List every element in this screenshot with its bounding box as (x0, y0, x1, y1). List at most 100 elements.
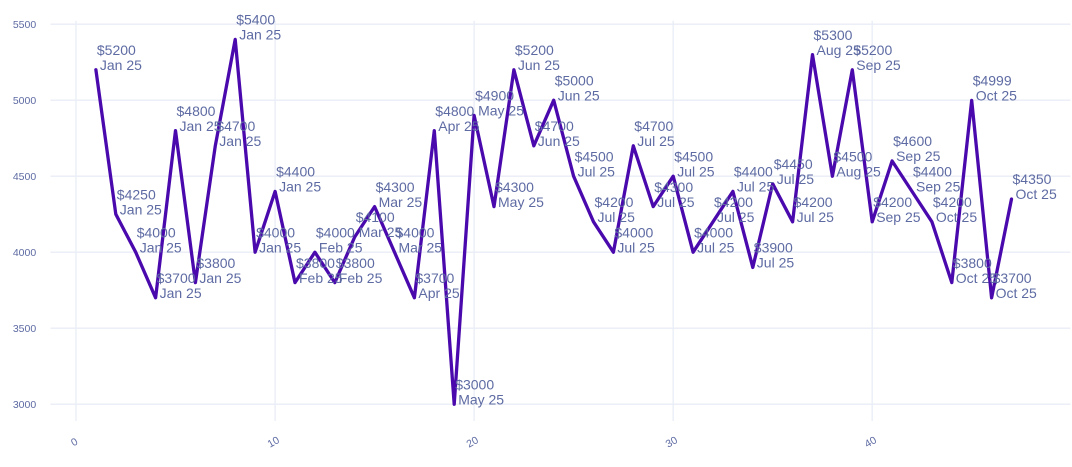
svg-text:$4200: $4200 (873, 194, 912, 210)
svg-text:$4000: $4000 (694, 224, 733, 240)
svg-text:0: 0 (69, 436, 80, 449)
svg-text:$5200: $5200 (515, 42, 554, 58)
svg-text:$4400: $4400 (734, 164, 773, 180)
svg-text:5500: 5500 (13, 19, 37, 31)
svg-text:Jul 25: Jul 25 (797, 209, 835, 225)
svg-text:Jun 25: Jun 25 (538, 133, 580, 149)
svg-text:3500: 3500 (13, 323, 37, 335)
svg-text:Jul 25: Jul 25 (717, 209, 755, 225)
svg-text:$4200: $4200 (714, 194, 753, 210)
svg-text:$3900: $3900 (754, 240, 793, 256)
svg-text:$4700: $4700 (634, 118, 673, 134)
svg-text:Jan 25: Jan 25 (100, 57, 142, 73)
svg-text:Jan 25: Jan 25 (160, 285, 202, 301)
svg-text:5000: 5000 (13, 95, 37, 107)
svg-text:$4600: $4600 (893, 133, 932, 149)
svg-text:Oct 25: Oct 25 (1016, 186, 1057, 202)
svg-text:May 25: May 25 (478, 103, 524, 119)
svg-text:Jan 25: Jan 25 (199, 270, 241, 286)
svg-text:$4400: $4400 (913, 164, 952, 180)
svg-text:Mar 25: Mar 25 (399, 239, 443, 255)
svg-text:Mar 25: Mar 25 (379, 194, 423, 210)
svg-text:$4000: $4000 (137, 224, 176, 240)
svg-text:Apr 25: Apr 25 (418, 285, 459, 301)
svg-text:Jan 25: Jan 25 (120, 201, 162, 217)
svg-text:Jul 25: Jul 25 (578, 163, 616, 179)
svg-text:$4200: $4200 (794, 194, 833, 210)
svg-text:$4300: $4300 (654, 179, 693, 195)
svg-text:$4800: $4800 (435, 103, 474, 119)
svg-text:$4000: $4000 (396, 224, 435, 240)
svg-text:Jan 25: Jan 25 (180, 118, 222, 134)
svg-text:Feb 25: Feb 25 (319, 239, 363, 255)
svg-text:May 25: May 25 (498, 194, 544, 210)
svg-text:$4300: $4300 (376, 179, 415, 195)
svg-text:May 25: May 25 (458, 391, 504, 407)
svg-text:Jul 25: Jul 25 (617, 239, 655, 255)
svg-text:Jul 25: Jul 25 (677, 163, 715, 179)
svg-text:Jan 25: Jan 25 (279, 179, 321, 195)
svg-text:Jan 25: Jan 25 (239, 27, 281, 43)
svg-text:$3000: $3000 (455, 376, 494, 392)
svg-text:Aug 25: Aug 25 (817, 42, 862, 58)
svg-text:Sep 25: Sep 25 (876, 209, 921, 225)
svg-text:$3800: $3800 (336, 255, 375, 271)
svg-text:Oct 25: Oct 25 (936, 209, 977, 225)
svg-text:30: 30 (664, 434, 680, 450)
svg-text:Sep 25: Sep 25 (856, 57, 901, 73)
svg-text:20: 20 (465, 434, 481, 450)
svg-text:$4250: $4250 (117, 186, 156, 202)
svg-text:$4400: $4400 (276, 164, 315, 180)
svg-text:$4300: $4300 (495, 179, 534, 195)
svg-text:40: 40 (863, 434, 879, 450)
svg-text:$3800: $3800 (953, 255, 992, 271)
svg-text:Oct 25: Oct 25 (996, 285, 1037, 301)
svg-text:Sep 25: Sep 25 (916, 179, 961, 195)
svg-text:Jul 25: Jul 25 (637, 133, 675, 149)
svg-text:$3800: $3800 (296, 255, 335, 271)
svg-text:$5000: $5000 (555, 72, 594, 88)
svg-text:Jan 25: Jan 25 (259, 239, 301, 255)
svg-text:$4500: $4500 (674, 148, 713, 164)
svg-text:Jul 25: Jul 25 (757, 255, 795, 271)
svg-text:$5200: $5200 (853, 42, 892, 58)
svg-text:Feb 25: Feb 25 (339, 270, 383, 286)
svg-text:Oct 25: Oct 25 (956, 270, 997, 286)
svg-text:Jul 25: Jul 25 (737, 179, 775, 195)
svg-text:$4500: $4500 (575, 148, 614, 164)
svg-text:Jan 25: Jan 25 (219, 133, 261, 149)
svg-text:$5300: $5300 (814, 27, 853, 43)
svg-text:Jul 25: Jul 25 (697, 239, 735, 255)
svg-text:$4999: $4999 (973, 73, 1012, 89)
svg-text:$3700: $3700 (993, 270, 1032, 286)
svg-text:$4500: $4500 (833, 148, 872, 164)
svg-text:Apr 25: Apr 25 (438, 118, 479, 134)
svg-text:10: 10 (266, 434, 282, 450)
svg-text:3000: 3000 (13, 399, 37, 411)
svg-text:4000: 4000 (13, 247, 37, 259)
svg-text:$4200: $4200 (933, 194, 972, 210)
svg-text:$4700: $4700 (216, 118, 255, 134)
svg-text:$4900: $4900 (475, 88, 514, 104)
svg-text:Jun 25: Jun 25 (558, 87, 600, 103)
svg-text:$4800: $4800 (177, 103, 216, 119)
svg-text:Jul 25: Jul 25 (777, 171, 815, 187)
svg-text:$4000: $4000 (614, 224, 653, 240)
svg-text:$3800: $3800 (196, 255, 235, 271)
svg-text:$3700: $3700 (415, 270, 454, 286)
svg-text:Aug 25: Aug 25 (836, 163, 881, 179)
svg-text:$4350: $4350 (1013, 171, 1052, 187)
svg-text:$4000: $4000 (256, 224, 295, 240)
svg-text:Jul 25: Jul 25 (598, 209, 636, 225)
svg-text:$3700: $3700 (157, 270, 196, 286)
svg-text:Mar 25: Mar 25 (359, 224, 403, 240)
svg-text:Oct 25: Oct 25 (976, 88, 1017, 104)
svg-text:$4100: $4100 (356, 209, 395, 225)
svg-text:4500: 4500 (13, 171, 37, 183)
svg-text:Sep 25: Sep 25 (896, 148, 941, 164)
svg-text:$4000: $4000 (316, 224, 355, 240)
svg-text:$5200: $5200 (97, 42, 136, 58)
svg-text:Jul 25: Jul 25 (657, 194, 695, 210)
svg-text:$4450: $4450 (774, 156, 813, 172)
svg-text:$4700: $4700 (535, 118, 574, 134)
